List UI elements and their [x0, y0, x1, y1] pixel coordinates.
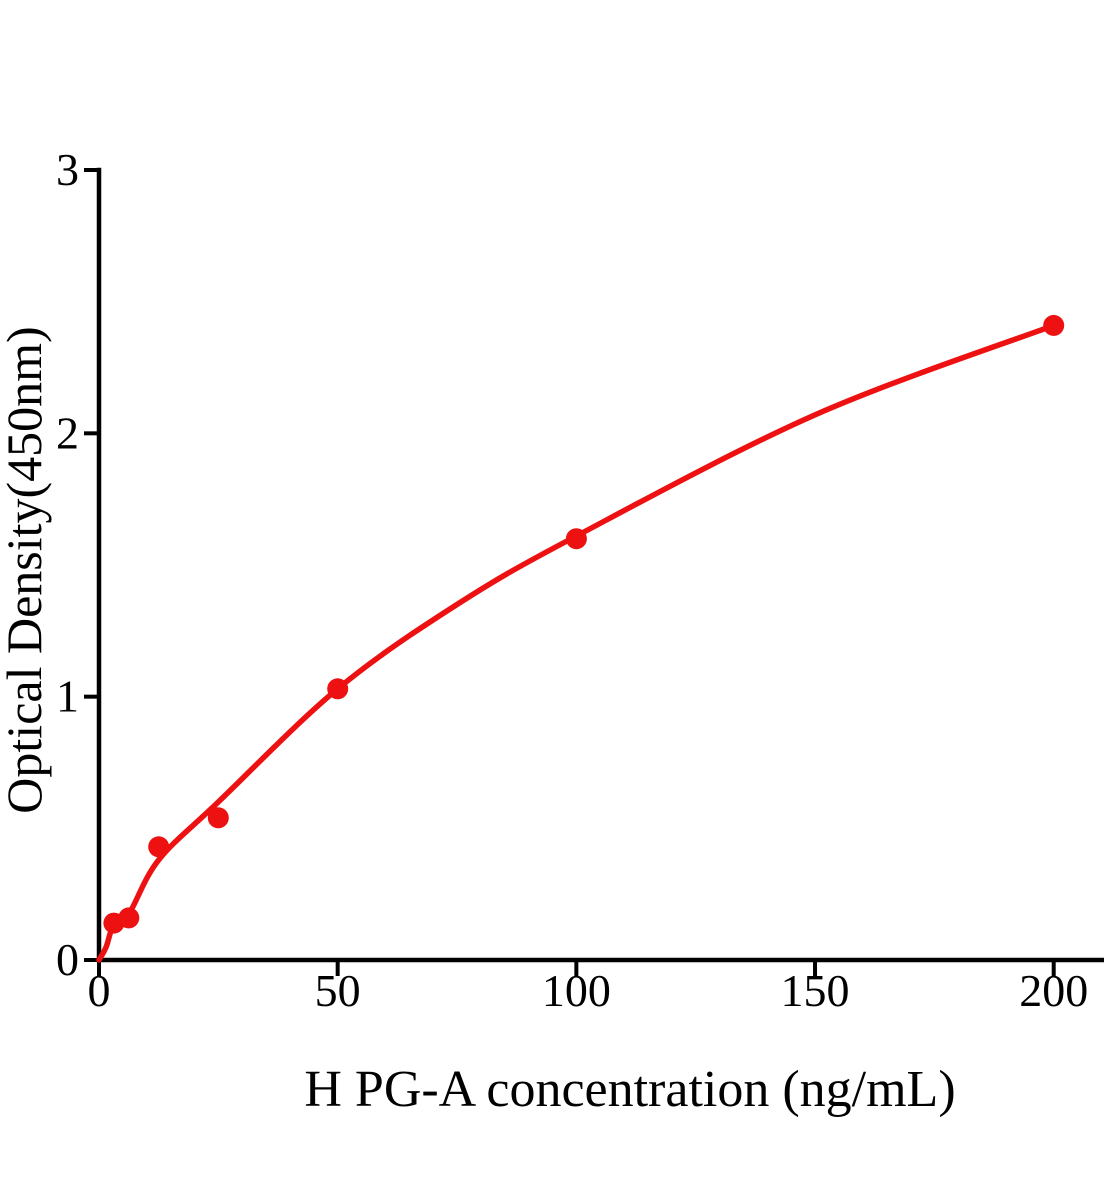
data-point: [207, 807, 229, 829]
fit-curve: [96, 322, 1057, 963]
data-point: [565, 528, 587, 550]
series-layer: [96, 314, 1065, 963]
y-tick-label: 0: [56, 934, 79, 985]
y-tick-label: 1: [56, 671, 79, 722]
data-point: [118, 907, 140, 929]
data-point: [327, 678, 349, 700]
y-tick-label: 3: [56, 144, 79, 195]
x-tick-label: 150: [781, 965, 850, 1016]
y-tick-label: 2: [56, 407, 79, 458]
data-point: [1043, 314, 1065, 336]
y-axis-title: Optical Density(450nm): [0, 326, 52, 813]
data-point: [148, 836, 170, 858]
x-tick-label: 100: [542, 965, 611, 1016]
ticks-layer: 0 50 100 150 200 0 1 2 3: [56, 144, 1088, 1016]
x-axis-title: H PG-A concentration (ng/mL): [304, 1061, 955, 1118]
x-tick-label: 0: [88, 965, 111, 1016]
x-tick-label: 200: [1019, 965, 1088, 1016]
axis-lines: [96, 167, 1104, 963]
x-tick-label: 50: [315, 965, 361, 1016]
